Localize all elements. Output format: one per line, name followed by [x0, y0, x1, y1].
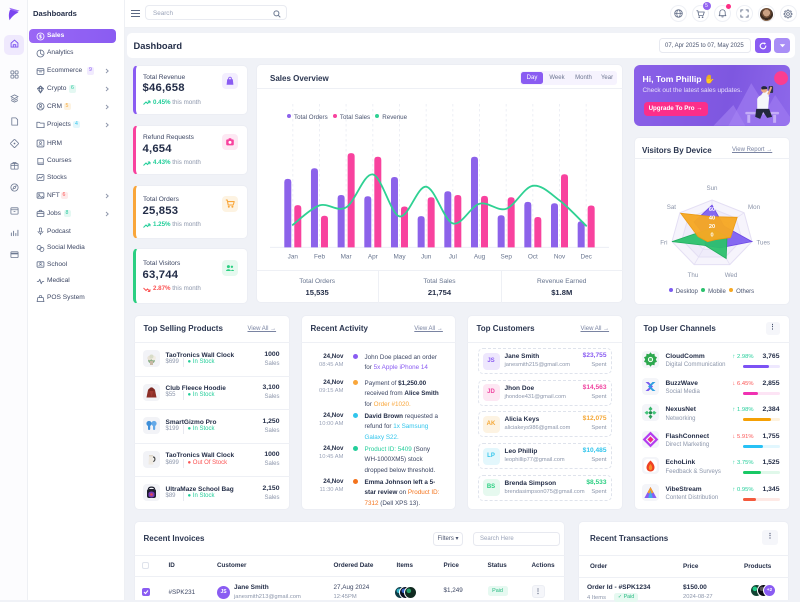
svg-text:Oct: Oct — [528, 254, 538, 261]
svg-text:Apr: Apr — [368, 254, 379, 261]
svg-text:0: 0 — [710, 233, 713, 239]
svg-text:40: 40 — [708, 216, 714, 222]
svg-text:Tues: Tues — [756, 240, 770, 247]
svg-text:Fri: Fri — [660, 240, 667, 247]
svg-text:20: 20 — [708, 224, 714, 230]
svg-text:Mon: Mon — [748, 204, 761, 211]
svg-text:Dec: Dec — [581, 254, 593, 261]
svg-text:Thu: Thu — [687, 272, 698, 279]
svg-text:60: 60 — [708, 207, 714, 213]
svg-text:Sun: Sun — [706, 185, 718, 192]
svg-text:Mar: Mar — [341, 254, 353, 261]
svg-text:Feb: Feb — [314, 254, 325, 261]
svg-text:Sat: Sat — [666, 204, 676, 211]
svg-text:Wed: Wed — [724, 272, 737, 279]
svg-text:Jan: Jan — [288, 254, 299, 261]
svg-text:Jul: Jul — [449, 254, 457, 261]
svg-text:Nov: Nov — [554, 254, 566, 261]
svg-text:Sep: Sep — [501, 254, 513, 261]
svg-text:May: May — [393, 254, 406, 261]
svg-text:Jun: Jun — [421, 254, 432, 261]
svg-text:Aug: Aug — [474, 254, 486, 261]
